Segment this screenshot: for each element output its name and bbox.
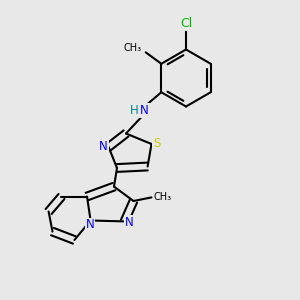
Text: N: N: [140, 104, 148, 117]
Text: Cl: Cl: [180, 17, 192, 30]
Text: N: N: [125, 215, 134, 229]
Text: N: N: [85, 218, 94, 232]
Text: S: S: [153, 136, 161, 150]
Text: CH₃: CH₃: [124, 43, 142, 53]
Text: CH₃: CH₃: [154, 191, 172, 202]
Text: N: N: [99, 140, 108, 153]
Text: H: H: [130, 104, 139, 117]
